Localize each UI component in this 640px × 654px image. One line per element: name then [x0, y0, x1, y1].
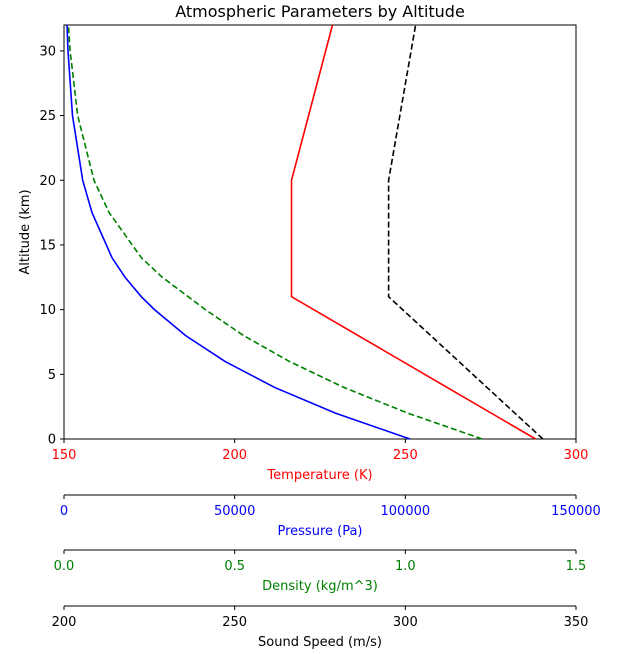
y-tick-label: 20 — [39, 174, 56, 189]
x-tick-label: 150000 — [551, 504, 601, 519]
x-tick-label: 0.5 — [224, 559, 245, 574]
chart-title: Atmospheric Parameters by Altitude — [175, 2, 465, 21]
plot-frame — [63, 24, 577, 440]
x-tick-label: 150 — [52, 448, 77, 463]
y-axis-label: Altitude (km) — [18, 189, 33, 274]
x-axis-density: 0.0 0.5 1.0 1.5 Density (kg/m^3) — [54, 549, 587, 594]
y-axis: 0 5 10 15 20 25 30 — [39, 44, 64, 448]
x-axis-pressure: 0 50000 100000 150000 Pressure (Pa) — [60, 494, 601, 539]
x-tick-label: 200 — [222, 448, 247, 463]
x-axis-label-pressure: Pressure (Pa) — [277, 524, 362, 539]
y-tick-label: 30 — [39, 44, 56, 59]
series-line-temperature — [290, 24, 537, 440]
x-tick-label: 1.5 — [566, 559, 587, 574]
series-line-density — [67, 24, 483, 440]
x-axis-label-sound_speed: Sound Speed (m/s) — [258, 635, 382, 650]
x-tick-label: 350 — [564, 615, 589, 630]
x-tick-label: 100000 — [381, 504, 431, 519]
plot-area — [63, 24, 577, 440]
x-axis-sound_speed: 200 250 300 350 Sound Speed (m/s) — [52, 605, 589, 650]
x-tick-label: 200 — [52, 615, 77, 630]
x-tick-label: 0.0 — [54, 559, 75, 574]
x-tick-label: 250 — [222, 615, 247, 630]
x-tick-label: 250 — [393, 448, 418, 463]
x-tick-label: 1.0 — [395, 559, 416, 574]
x-tick-label: 300 — [564, 448, 589, 463]
series-line-sound_speed — [387, 24, 544, 440]
x-axis-temperature: 150 200 250 300 Temperature (K) — [52, 439, 589, 483]
x-tick-label: 300 — [393, 615, 418, 630]
x-axis-label-temperature: Temperature (K) — [266, 468, 372, 483]
y-tick-label: 15 — [39, 238, 56, 253]
y-tick-label: 5 — [48, 368, 56, 383]
y-tick-label: 10 — [39, 303, 56, 318]
x-tick-label: 50000 — [214, 504, 255, 519]
series-line-pressure — [66, 24, 411, 440]
y-tick-label: 0 — [48, 433, 56, 448]
x-axes: 150 200 250 300 Temperature (K) 0 50000 100000 1… — [52, 439, 601, 650]
x-tick-label: 0 — [60, 504, 68, 519]
x-axis-label-density: Density (kg/m^3) — [262, 579, 378, 594]
y-tick-label: 25 — [39, 109, 56, 124]
series-layer — [66, 24, 544, 440]
